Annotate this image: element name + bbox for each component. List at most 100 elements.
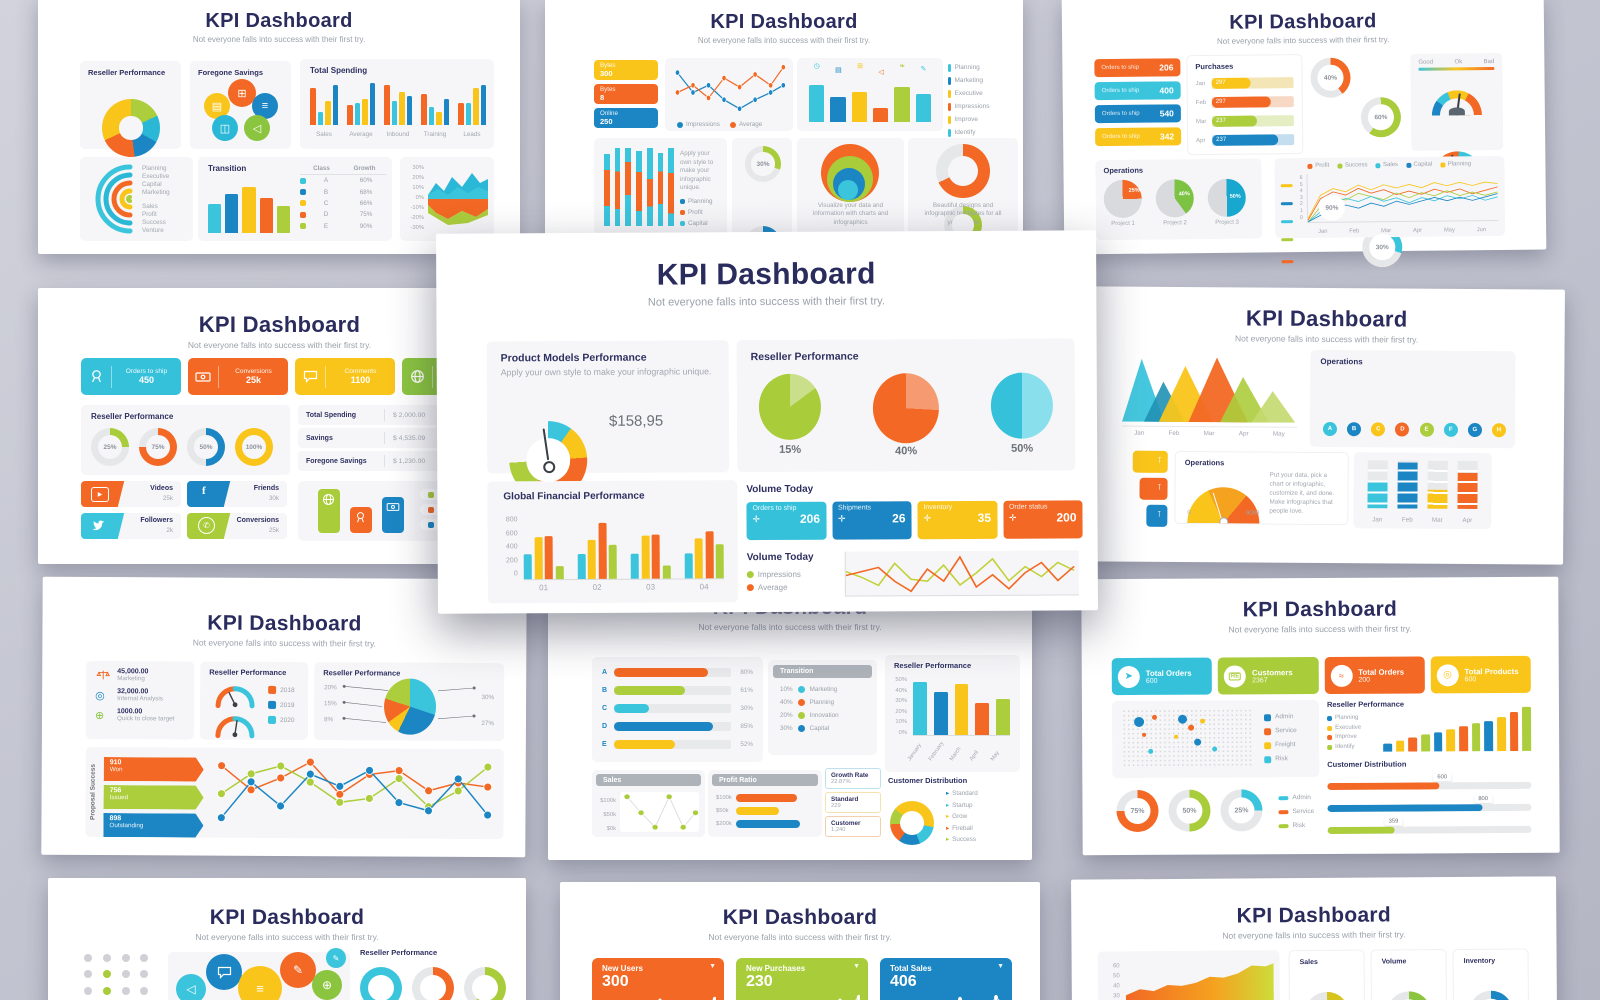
stat-item: ⊕ 1000.00 Quick to close target <box>86 702 194 723</box>
x-tick: Feb <box>1349 228 1360 235</box>
page-subtitle: Not everyone falls into success with the… <box>192 637 376 649</box>
globe-icon <box>322 493 335 506</box>
clock-icon: ◷ <box>813 63 820 70</box>
hbar-row: C 30% <box>602 704 753 713</box>
stacked-hbar: 237 <box>1211 115 1295 127</box>
panel-caption: Visualize your data and information with… <box>812 201 889 226</box>
purchases-row: Mar 237 <box>1196 115 1295 127</box>
panel-title: Foregone Savings <box>198 68 264 77</box>
card-value: 300 <box>602 973 629 990</box>
arrow-label: Won <box>109 766 123 774</box>
bar-value: 237 <box>1216 136 1227 143</box>
area-chart-panel: 60 50 40 30 <box>1097 950 1281 1000</box>
x-tick: Feb <box>1168 429 1180 437</box>
table-header: Class <box>313 165 330 172</box>
card-value: 2367 <box>1252 676 1268 684</box>
button-label: Order status <box>1008 503 1048 511</box>
social-label: Conversions <box>236 517 279 524</box>
pie-chart: 50% <box>990 372 1054 457</box>
page-title: KPI Dashboard <box>1236 903 1392 928</box>
target-icon: ◎ <box>95 689 105 702</box>
y-tick: 20% <box>412 175 424 181</box>
transition-panel: Transition 10% Marketing 40% Planning 20% I… <box>768 660 877 755</box>
sparkline <box>800 992 860 1000</box>
arc-label: Planning <box>142 165 167 172</box>
leaf-icon: ❧ <box>899 63 906 70</box>
class-cell: A <box>323 177 329 185</box>
stat-label: Quick to close target <box>116 715 175 723</box>
kpi-card-total-sales: Total Sales 406 ▼ <box>880 958 1012 1000</box>
card-label: Orders to ship <box>125 368 168 375</box>
bar-group <box>384 81 412 125</box>
needle-gauge <box>215 716 255 739</box>
hbar <box>614 704 731 713</box>
kpi-button-inventory: Inventory ✛ 35 <box>917 500 998 540</box>
pie-label: 50% <box>1011 442 1034 455</box>
donut-gauges-panel: 30% 70% <box>732 138 792 262</box>
panel-header: Sales <box>596 774 701 786</box>
legend-item: 2018 <box>268 685 295 694</box>
kpi-card-bytes: Bytes 8 <box>594 84 658 104</box>
kpi-card-orders: Orders to ship 400 <box>1094 81 1181 101</box>
sparkline <box>944 992 1004 1000</box>
x-tick: January <box>906 742 923 763</box>
globe-icon: ⊕ <box>312 970 342 1000</box>
row-label: $50k <box>716 808 729 814</box>
megaphone-icon: ◁ <box>176 974 206 1000</box>
x-tick: 04 <box>699 582 709 592</box>
thermo-label: A <box>1322 421 1338 437</box>
y-tick: -30% <box>410 225 424 231</box>
whatsapp-icon: ✆ <box>198 517 215 534</box>
y-tick: 40% <box>895 687 907 694</box>
stat-value: 229 <box>831 803 841 809</box>
panel-title: Reseller Performance <box>88 68 166 77</box>
panel-title: Product Models Performance <box>500 351 647 365</box>
card-value: 600 <box>1464 675 1477 683</box>
transition-row: 10% Marketing <box>780 686 838 693</box>
kpi-card-orders: Orders to ship 342 <box>1095 127 1182 147</box>
map-dot <box>1134 716 1145 727</box>
map-dot <box>1148 748 1154 754</box>
pie-label: 40% <box>895 445 918 458</box>
stat-value: 22.87% <box>831 779 851 785</box>
pie-label: Project 1 <box>1111 220 1135 228</box>
gauge-scale-label: Ok <box>1454 59 1463 66</box>
slide-r3c1: KPI Dashboard Not everyone falls into su… <box>41 576 527 858</box>
progress-bar <box>1327 825 1532 834</box>
panel-title: Volume <box>1381 958 1407 966</box>
card-label: Total Products <box>1464 666 1519 676</box>
hbar <box>614 722 731 731</box>
spiral-icon: ◎ <box>1436 663 1459 686</box>
chevron-down-icon: ▼ <box>853 963 860 970</box>
gauges-panel: Reseller Performance 2018 2019 2020 <box>199 661 309 741</box>
kpi-card-orders: Orders to ship 450 <box>81 358 181 395</box>
panel-title: Customer Distribution <box>888 776 968 785</box>
growth-cell: 90% <box>359 222 373 230</box>
legend-item: ▸ Standard <box>946 790 978 797</box>
mini-card: ⊺ <box>1146 504 1168 527</box>
progress-row: 600 <box>1327 773 1532 790</box>
stacked-hbar: 297 <box>1211 77 1294 89</box>
medal-icon <box>81 369 111 384</box>
sales-line-chart <box>620 792 699 832</box>
transition-row: 20% Innovation <box>780 712 839 719</box>
page-title: KPI Dashboard <box>710 11 858 33</box>
purchases-row: Jan 297 <box>1196 77 1294 89</box>
segmented-bar <box>1457 460 1478 510</box>
bar-group <box>458 81 486 125</box>
area-chart <box>428 173 488 225</box>
donut-gauge: 25% <box>1220 789 1263 832</box>
plus-icon: ✛ <box>1008 512 1017 523</box>
profit-row: $200k <box>716 820 814 828</box>
panel-title: Operations <box>1320 356 1363 367</box>
arrow-label: Issued <box>109 794 129 802</box>
chat-icon <box>206 954 242 990</box>
edit-icon: ✎ <box>920 66 927 73</box>
thermometer: F <box>1443 370 1459 437</box>
squiggle-icon: ≈ <box>1330 664 1353 687</box>
map-dot <box>1200 718 1206 724</box>
class-cell: E <box>323 222 329 230</box>
map-dot <box>1188 724 1195 731</box>
card-value: 25k <box>245 375 262 385</box>
swatch <box>300 200 306 207</box>
